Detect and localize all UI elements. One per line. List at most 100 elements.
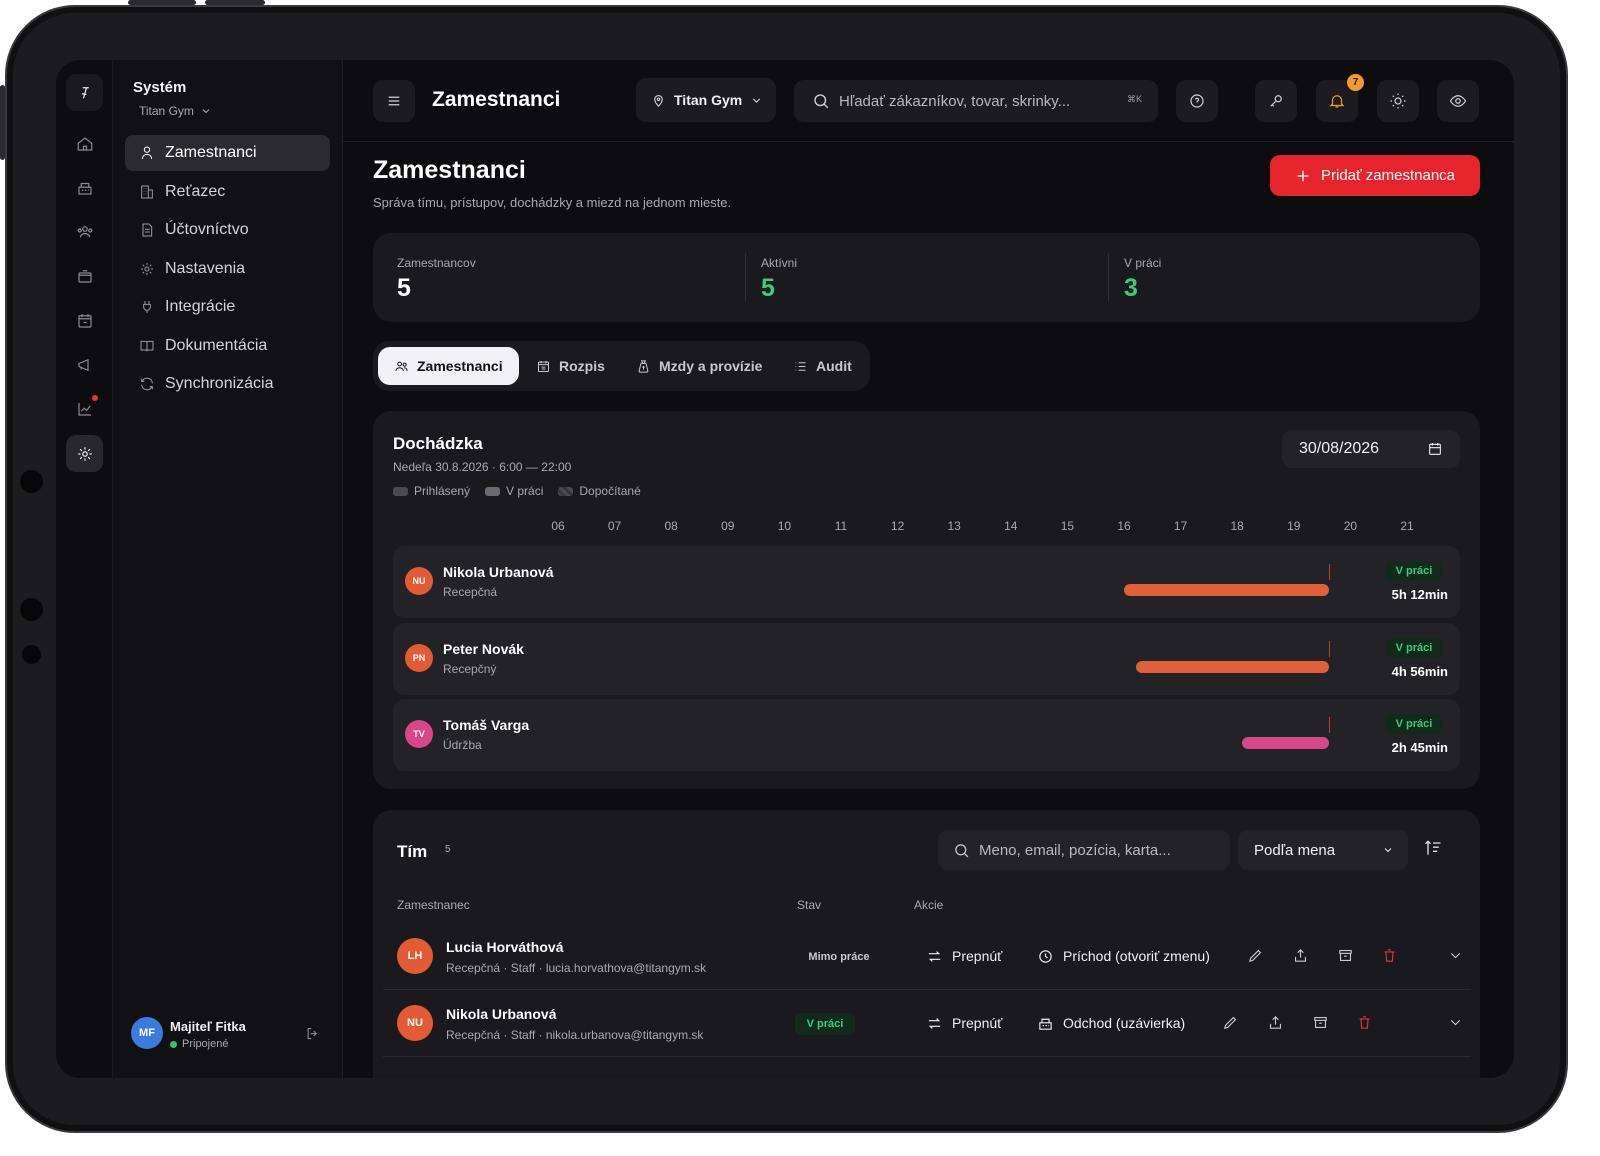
add-employee-label: Pridať zamestnanca — [1320, 167, 1456, 184]
avatar: PN — [405, 643, 433, 672]
switch-button[interactable]: Prepnúť — [926, 1011, 1002, 1035]
switch-label: Prepnúť — [952, 948, 1003, 964]
theme-toggle-button[interactable] — [1377, 80, 1419, 122]
notifications-button[interactable]: 7 — [1316, 74, 1364, 122]
employee-role: Údržba — [443, 738, 482, 752]
stat-value: 5 — [397, 274, 411, 302]
sidebar-item-integracie[interactable]: Integrácie — [125, 289, 330, 325]
tab-zamestnanci[interactable]: Zamestnanci — [378, 347, 519, 385]
employee-name: Peter Novák — [443, 640, 524, 657]
list-icon — [795, 361, 806, 371]
tab-audit[interactable]: Audit — [777, 347, 868, 385]
location-pin-icon — [654, 94, 663, 107]
register-icon[interactable] — [66, 169, 103, 206]
calendar-icon[interactable] — [66, 302, 103, 339]
expand-chevron-icon[interactable] — [1447, 1014, 1465, 1032]
attendance-row[interactable]: NU Nikola Urbanová Recepčná V práci 5h 12min — [393, 546, 1460, 618]
clock-in-button[interactable]: Príchod (otvoriť zmenu) — [1037, 944, 1210, 968]
menu-button[interactable] — [373, 80, 415, 122]
divider — [745, 253, 746, 301]
shortcut-hint: ⌘K — [1126, 94, 1142, 104]
table-row: LH Lucia Horváthová Recepčná · Staff · l… — [383, 924, 1471, 990]
shift-duration: 4h 56min — [1391, 663, 1448, 679]
gym-switcher[interactable]: Titan Gym — [139, 104, 212, 118]
sidebar-item-synchronizacia[interactable]: Synchronizácia — [125, 366, 330, 402]
store-icon[interactable] — [66, 257, 103, 294]
tabs: Zamestnanci Rozpis Mzdy a provízie Audit — [373, 341, 870, 391]
settings-icon[interactable] — [66, 435, 103, 472]
date-value: 30/08/2026 — [1299, 440, 1380, 457]
sidebar-item-dokumentacia[interactable]: Dokumentácia — [125, 328, 330, 364]
team-count: 5 — [445, 844, 451, 855]
switch-button[interactable]: Prepnúť — [926, 944, 1002, 968]
sidebar-item-uctovnictvo[interactable]: Účtovníctvo — [125, 212, 330, 248]
avatar: MF — [131, 1017, 163, 1049]
delete-icon[interactable] — [1381, 947, 1399, 965]
hour-tick-label: 20 — [1343, 519, 1358, 533]
topbar-title: Zamestnanci — [432, 88, 561, 111]
user-name: Majiteľ Fitka — [170, 1019, 246, 1034]
divider — [1108, 253, 1109, 301]
app-screen: Systém Titan Gym Zamestnanci Reťazec Účt… — [56, 60, 1514, 1078]
sync-icon — [141, 377, 153, 391]
sort-select[interactable]: Podľa mena — [1238, 830, 1408, 870]
help-button[interactable] — [1176, 80, 1218, 122]
avatar: LH — [397, 938, 433, 974]
sidebar-item-label: Integrácie — [165, 298, 236, 315]
shift-bar[interactable] — [1124, 584, 1330, 596]
attendance-row[interactable]: PN Peter Novák Recepčný V práci 4h 56min — [393, 622, 1460, 695]
legend-item: Dopočítané — [558, 484, 641, 498]
tab-rozpis[interactable]: Rozpis — [520, 347, 621, 385]
logo-icon[interactable] — [66, 74, 103, 111]
archive-icon[interactable] — [1337, 947, 1355, 965]
shift-bar[interactable] — [1241, 737, 1330, 749]
user-icon — [141, 146, 153, 160]
global-search-input[interactable]: Hľadať zákazníkov, tovar, skrinky... ⌘K — [794, 80, 1158, 122]
search-icon — [814, 94, 829, 109]
help-icon — [1190, 94, 1204, 108]
visibility-button[interactable] — [1437, 80, 1479, 122]
user-profile[interactable]: MF Majiteľ Fitka Pripojené — [131, 1016, 321, 1052]
now-marker — [1329, 640, 1331, 657]
edit-icon[interactable] — [1247, 947, 1265, 965]
export-icon[interactable] — [1267, 1014, 1285, 1032]
home-icon[interactable] — [66, 125, 103, 162]
sidebar-item-label: Zamestnanci — [165, 144, 257, 161]
camera-dot — [20, 598, 43, 621]
export-icon[interactable] — [1292, 947, 1310, 965]
hour-tick-label: 09 — [721, 519, 735, 533]
sidebar-item-nastavenia[interactable]: Nastavenia — [125, 251, 330, 287]
delete-icon[interactable] — [1356, 1014, 1374, 1032]
logout-icon[interactable] — [305, 1026, 321, 1042]
sort-direction-icon[interactable] — [1423, 838, 1445, 860]
key-button[interactable] — [1255, 80, 1297, 122]
attendance-card: Dochádzka Nedeľa 30.8.2026 · 6:00 — 22:0… — [373, 411, 1480, 789]
sidebar-item-zamestnanci[interactable]: Zamestnanci — [125, 135, 330, 171]
shift-bar[interactable] — [1136, 660, 1330, 673]
clock-out-button[interactable]: Odchod (uzávierka) — [1037, 1011, 1185, 1035]
hour-tick-label: 11 — [834, 519, 848, 533]
chart-icon[interactable] — [66, 390, 103, 427]
gym-select[interactable]: Titan Gym — [636, 78, 776, 122]
sun-icon — [1390, 93, 1406, 109]
add-employee-button[interactable]: Pridať zamestnanca — [1270, 155, 1480, 196]
sidebar-item-retazec[interactable]: Reťazec — [125, 174, 330, 210]
calendar-icon — [538, 360, 549, 372]
user-status: Pripojené — [170, 1038, 228, 1050]
register-icon — [1039, 1018, 1052, 1030]
employee-name: Nikola Urbanová — [443, 564, 554, 580]
stat-label: Aktívni — [761, 256, 798, 270]
sort-select-value: Podľa mena — [1254, 841, 1336, 859]
edit-icon[interactable] — [1222, 1014, 1240, 1032]
tab-mzdy[interactable]: Mzdy a provízie — [620, 347, 778, 385]
expand-chevron-icon[interactable] — [1447, 947, 1465, 965]
status-badge: V práci — [1386, 561, 1442, 581]
megaphone-icon[interactable] — [66, 346, 103, 383]
users-icon[interactable] — [66, 213, 103, 250]
topbar: Zamestnanci Titan Gym Hľadať zákazníkov,… — [343, 60, 1514, 142]
attendance-row[interactable]: TV Tomáš Varga Údržba V práci 2h 45min — [393, 699, 1460, 771]
date-picker[interactable]: 30/08/2026 — [1282, 430, 1460, 468]
team-search-input[interactable]: Meno, email, pozícia, karta... — [938, 830, 1230, 870]
sidebar: Systém Titan Gym Zamestnanci Reťazec Účt… — [113, 60, 343, 1078]
archive-icon[interactable] — [1312, 1014, 1330, 1032]
